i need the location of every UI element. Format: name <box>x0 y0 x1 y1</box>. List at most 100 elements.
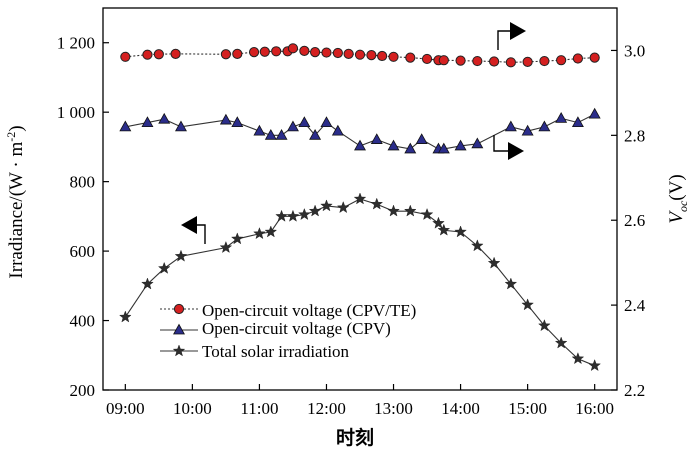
data-point <box>571 116 584 127</box>
data-point <box>505 57 516 68</box>
data-point <box>370 133 383 144</box>
data-point <box>264 225 278 238</box>
data-point <box>353 192 367 205</box>
data-point <box>471 137 484 149</box>
y-left-tick-label: 1 200 <box>57 34 95 53</box>
data-point <box>232 48 243 59</box>
data-point <box>271 46 282 57</box>
x-tick-label: 11:00 <box>240 399 278 418</box>
arrow-to-left-axis-stem <box>195 224 206 244</box>
data-point <box>320 199 333 212</box>
data-point <box>455 55 466 66</box>
data-point <box>231 232 244 245</box>
data-point <box>504 120 517 132</box>
data-point <box>589 52 600 63</box>
data-point <box>437 223 451 236</box>
legend-label-solar: Total solar irradiation <box>202 342 350 361</box>
data-point <box>388 51 399 62</box>
series-triangle <box>119 107 601 154</box>
data-point <box>158 112 171 124</box>
x-tick-label: 14:00 <box>441 399 480 418</box>
legend-entry-cpv-te: Open-circuit voltage (CPV/TE) <box>160 301 416 320</box>
legend-label-cpv-te: Open-circuit voltage (CPV/TE) <box>202 301 416 320</box>
x-tick-label: 09:00 <box>106 399 145 418</box>
data-point <box>521 124 534 136</box>
data-point <box>309 47 321 58</box>
data-point <box>487 256 501 269</box>
data-point <box>538 319 551 332</box>
data-point <box>387 204 400 217</box>
arrow-to-right-axis-lower-stem <box>493 135 510 152</box>
data-point <box>437 142 450 154</box>
y-left-tick-label: 800 <box>70 173 96 192</box>
x-tick-label: 10:00 <box>173 399 212 418</box>
data-point <box>588 107 601 119</box>
data-point <box>298 208 311 220</box>
data-point <box>174 249 188 262</box>
y-right-tick-label: 3.0 <box>624 41 645 60</box>
data-point <box>264 129 277 140</box>
series-star <box>119 192 601 372</box>
data-point <box>539 55 550 67</box>
data-point <box>120 51 131 62</box>
data-point <box>248 47 260 58</box>
legend-marker-triangle <box>173 323 185 335</box>
data-point <box>253 227 266 240</box>
data-point <box>354 49 366 60</box>
y-right-tick-label: 2.6 <box>624 211 645 230</box>
y-left-tick-label: 200 <box>70 381 96 400</box>
axis-arrows <box>181 22 526 244</box>
data-point <box>231 116 244 127</box>
data-point <box>275 209 288 222</box>
x-tick-label: 13:00 <box>374 399 413 418</box>
data-point <box>287 43 299 54</box>
data-point <box>219 241 233 253</box>
data-point <box>588 359 601 372</box>
data-point <box>472 55 483 67</box>
data-point <box>420 208 434 220</box>
legend-entry-cpv: Open-circuit voltage (CPV) <box>160 319 391 338</box>
data-point <box>343 48 354 59</box>
data-point <box>504 277 518 290</box>
data-point <box>521 298 534 311</box>
data-point <box>415 133 428 144</box>
x-tick-label: 12:00 <box>307 399 346 418</box>
data-point <box>404 142 417 154</box>
data-point <box>170 48 181 59</box>
data-point <box>119 310 132 323</box>
data-point <box>119 120 132 132</box>
x-tick-label: 15:00 <box>508 399 547 418</box>
data-point <box>141 277 154 290</box>
data-point <box>438 55 449 66</box>
data-point <box>153 49 164 60</box>
data-point <box>488 56 500 67</box>
data-point <box>421 53 433 65</box>
data-point <box>377 50 388 62</box>
data-point <box>454 139 467 151</box>
arrow-to-right-axis-upper-head <box>510 22 526 40</box>
data-point <box>336 201 350 214</box>
data-point <box>538 120 551 132</box>
axis-ticks: 09:00 10:00 11:00 12:00 13:00 14:00 15:00 16:00… <box>57 34 646 418</box>
data-point <box>141 116 154 127</box>
data-point <box>405 52 416 63</box>
data-point <box>366 50 377 61</box>
data-point <box>298 116 311 127</box>
series-circle <box>120 43 600 68</box>
data-point <box>387 139 400 151</box>
legend-marker-circle <box>173 303 185 315</box>
data-point <box>555 112 568 123</box>
data-point <box>275 129 288 140</box>
data-point <box>142 49 153 60</box>
data-point <box>309 129 322 140</box>
y-right-tick-label: 2.2 <box>624 381 645 400</box>
data-point <box>174 120 187 132</box>
data-point <box>286 120 299 132</box>
x-tick-label: 16:00 <box>575 399 614 418</box>
y-left-tick-label: 1 000 <box>57 103 95 122</box>
data-point <box>522 56 533 68</box>
y-axis-label-left: Irradiance/(W · m-2) <box>4 125 27 278</box>
data-point <box>331 124 344 136</box>
data-point <box>299 45 310 56</box>
